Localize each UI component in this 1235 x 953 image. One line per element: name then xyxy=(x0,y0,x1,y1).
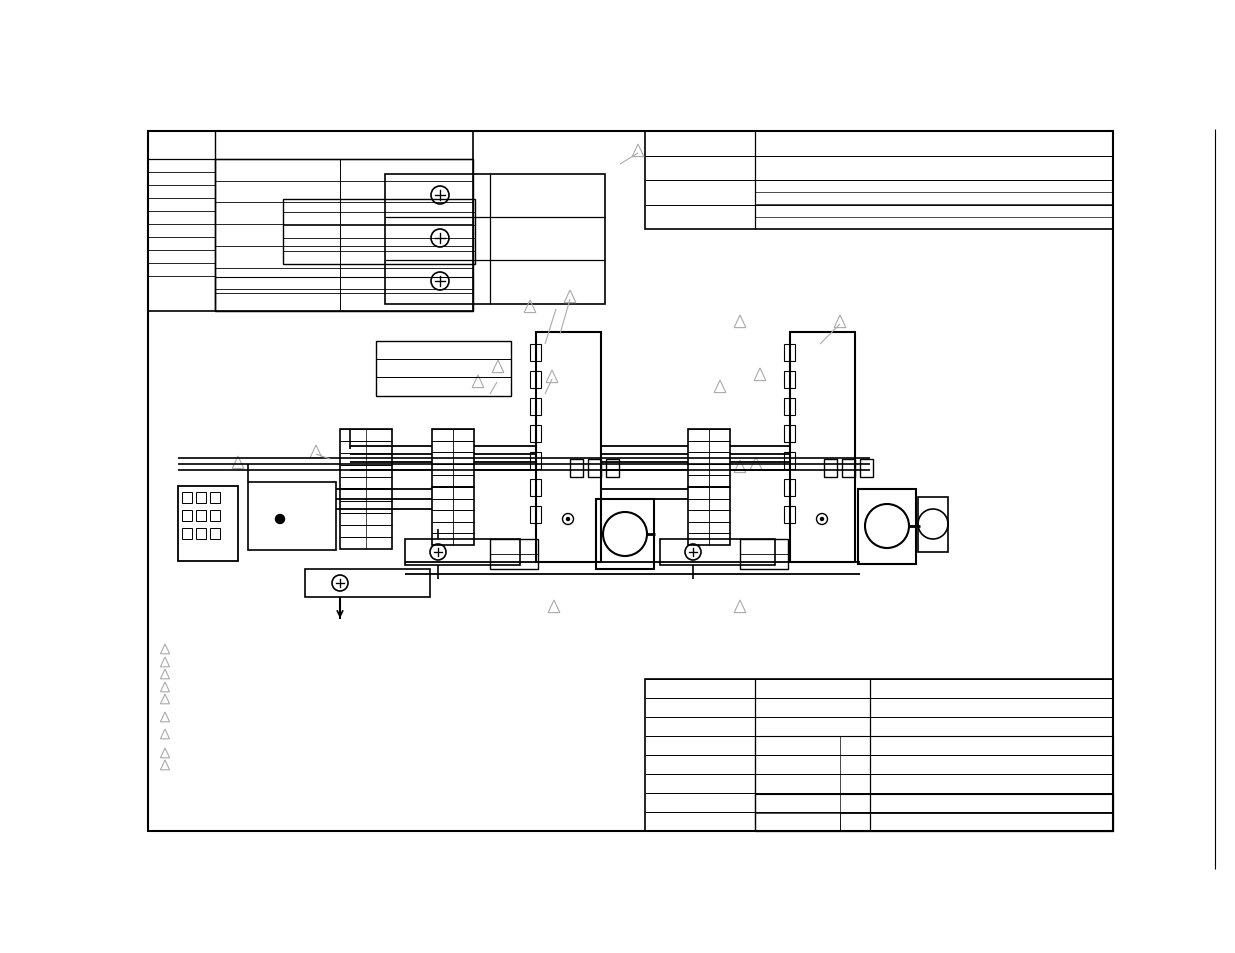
Bar xyxy=(530,479,541,497)
Bar xyxy=(918,497,948,553)
Bar xyxy=(784,453,795,470)
Bar xyxy=(645,132,1113,230)
Bar xyxy=(530,506,541,523)
Bar xyxy=(215,277,473,312)
Bar xyxy=(790,333,855,562)
Bar xyxy=(536,333,601,562)
Bar xyxy=(659,539,776,565)
Bar xyxy=(215,160,473,312)
Bar xyxy=(178,486,238,561)
Bar xyxy=(182,493,191,503)
Bar xyxy=(148,132,473,312)
Bar xyxy=(283,200,475,265)
Bar xyxy=(755,794,1113,831)
Bar xyxy=(784,345,795,361)
Bar xyxy=(784,426,795,442)
Bar xyxy=(530,398,541,416)
Bar xyxy=(784,479,795,497)
Bar xyxy=(840,813,1113,831)
Bar xyxy=(530,453,541,470)
Bar xyxy=(571,459,583,477)
Bar xyxy=(432,488,474,545)
Bar xyxy=(824,459,837,477)
Bar xyxy=(148,132,1113,831)
Circle shape xyxy=(820,518,824,521)
Bar xyxy=(210,493,220,503)
Circle shape xyxy=(567,518,569,521)
Bar xyxy=(248,482,336,551)
Bar xyxy=(196,493,206,503)
Bar xyxy=(740,539,788,569)
Bar xyxy=(530,372,541,389)
Bar xyxy=(784,398,795,416)
Bar xyxy=(784,506,795,523)
Bar xyxy=(182,529,191,539)
Bar xyxy=(858,490,916,564)
Bar xyxy=(340,490,391,550)
Bar xyxy=(405,539,520,565)
Bar xyxy=(597,499,655,569)
Bar xyxy=(606,459,619,477)
Bar xyxy=(755,737,1113,831)
Bar xyxy=(432,430,474,488)
Bar xyxy=(375,341,511,396)
Bar xyxy=(385,174,605,305)
Bar xyxy=(196,529,206,539)
Bar xyxy=(588,459,601,477)
Bar xyxy=(530,426,541,442)
Bar xyxy=(784,372,795,389)
Bar xyxy=(305,569,430,598)
Bar xyxy=(196,511,206,521)
Bar xyxy=(860,459,873,477)
Bar xyxy=(530,345,541,361)
Bar xyxy=(688,488,730,545)
Bar xyxy=(490,539,538,569)
Bar xyxy=(340,430,391,490)
Bar xyxy=(182,511,191,521)
Circle shape xyxy=(275,515,284,524)
Bar xyxy=(210,529,220,539)
Bar xyxy=(842,459,855,477)
Bar xyxy=(645,679,1113,831)
Bar xyxy=(688,430,730,488)
Bar xyxy=(210,511,220,521)
